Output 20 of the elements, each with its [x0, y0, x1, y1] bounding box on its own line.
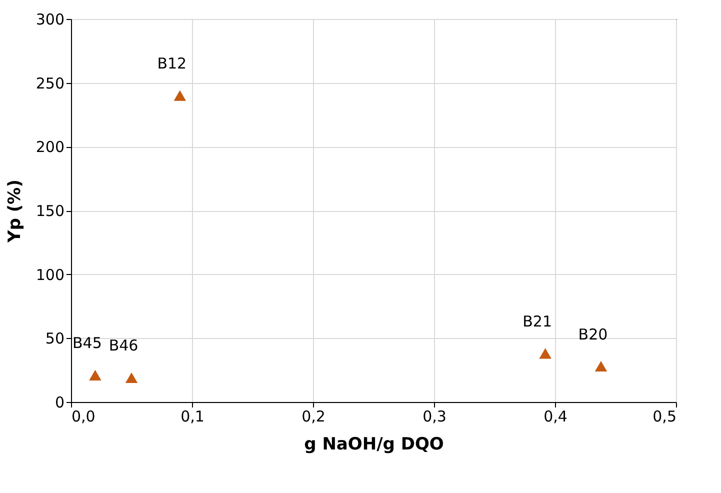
y-tick-label: 150 [36, 202, 64, 220]
annotation: B20 [578, 325, 608, 344]
x-tick-label: 0,1 [180, 408, 204, 426]
y-tick-label: 50 [45, 330, 64, 348]
annotation: B45 [72, 334, 102, 352]
y-axis-title: Yp (%) [4, 180, 25, 244]
x-axis-title: g NaOH/g DQO [304, 434, 444, 454]
x-tick-label: 0,2 [302, 408, 326, 426]
x-tick-label: 0,5 [652, 408, 676, 426]
y-tick-label: 100 [36, 266, 64, 284]
annotation: B21 [522, 312, 552, 330]
annotation: B12 [157, 54, 187, 73]
x-tick-label: 0,0 [72, 408, 96, 426]
y-tick-label: 0 [54, 394, 64, 412]
annotation: B46 [108, 336, 138, 355]
y-tick-label: 200 [36, 138, 64, 156]
x-tick-label: 0,4 [544, 408, 568, 426]
y-tick-label: 250 [36, 74, 64, 92]
x-tick-label: 0,3 [422, 408, 446, 426]
y-tick-label: 300 [36, 10, 64, 28]
